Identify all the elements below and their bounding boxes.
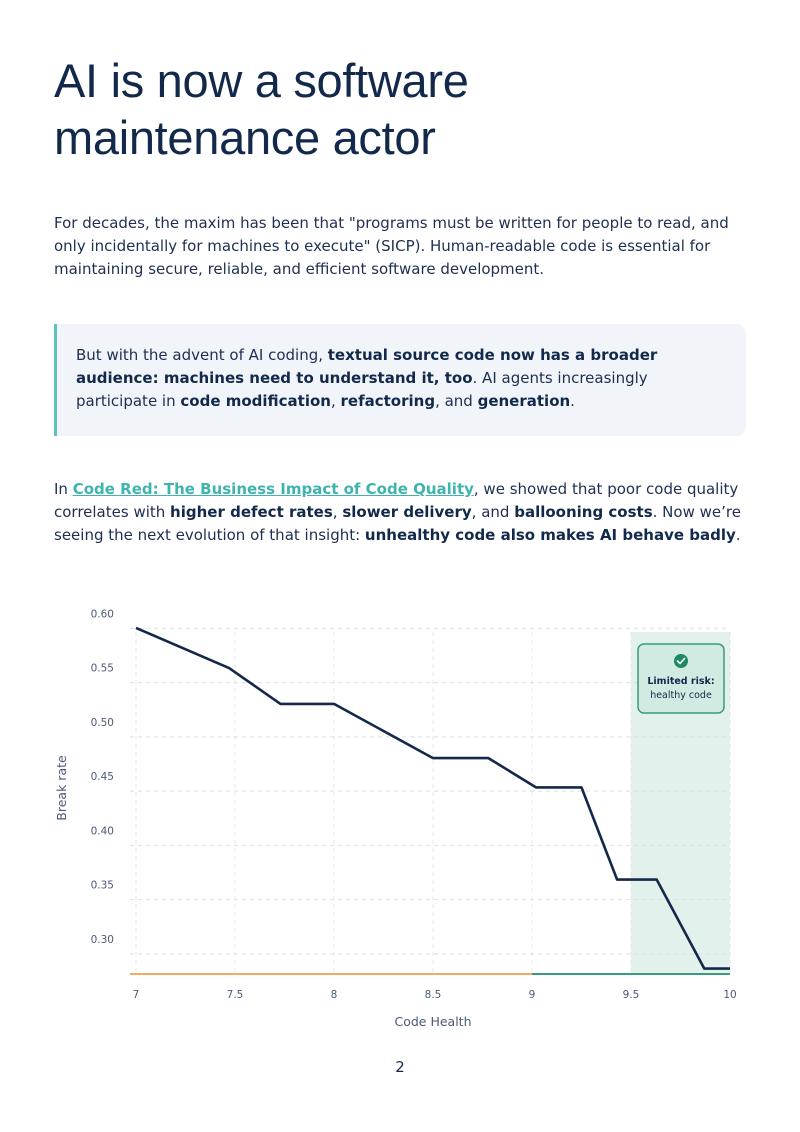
title-line-2: maintenance actor	[54, 111, 436, 164]
break-rate-chart: 0.60 0.55 0.50 0.45 0.40 0.35 0.30 7 7.5 8 8.5 9 9.5…	[54, 608, 737, 1029]
para-mid: . Now we’re seeing the next evolution of…	[54, 503, 741, 544]
para-sep: , and	[471, 503, 515, 521]
y-tick-label: 0.60	[91, 608, 114, 620]
y-tick-label: 0.35	[91, 880, 114, 892]
callout-bold-modification: code modification	[180, 392, 331, 410]
x-tick-label: 7	[133, 989, 140, 1001]
x-tick-label: 10	[723, 989, 736, 1001]
callout-sep: ,	[330, 392, 341, 410]
x-tick-label: 7.5	[227, 989, 244, 1001]
callout-box: But with the advent of AI coding, textua…	[54, 324, 746, 436]
page-number: 2	[395, 1058, 405, 1076]
annotation-text: healthy code	[650, 690, 712, 701]
y-axis-label: Break rate	[54, 755, 69, 821]
intro-paragraph: For decades, the maxim has been that "pr…	[54, 214, 729, 278]
break-rate-line	[135, 626, 730, 970]
title-line-1: AI is now a software	[54, 54, 469, 107]
annotation-title: Limited risk:	[647, 676, 714, 687]
bold-slower-delivery: slower delivery	[342, 503, 472, 521]
callout-bold-audience: textual source code now has a broader au…	[76, 346, 658, 387]
y-tick-label: 0.45	[91, 771, 114, 783]
y-tick-label: 0.50	[91, 717, 114, 729]
para-sep: ,	[332, 503, 343, 521]
callout-text: But with the advent of AI coding, textua…	[76, 344, 726, 413]
callout-lead: But with the advent of AI coding,	[76, 346, 328, 364]
x-tick-label: 8.5	[425, 989, 442, 1001]
bold-defect-rates: higher defect rates	[170, 503, 333, 521]
limited-risk-callout	[637, 643, 725, 714]
callout-bold-generation: generation	[477, 392, 571, 410]
x-tick-label: 9	[529, 989, 536, 1001]
callout-mid: . AI agents increasingly participate in	[76, 369, 648, 410]
x-tick-label: 9.5	[623, 989, 640, 1001]
x-axis-label: Code Health	[394, 1014, 471, 1029]
y-tick-label: 0.55	[91, 663, 114, 675]
callout-end: .	[570, 392, 575, 410]
para-mid: , we showed that poor code quality corre…	[54, 480, 739, 521]
para-lead: In	[54, 480, 73, 498]
y-tick-label: 0.30	[91, 934, 114, 946]
y-tick-label: 0.40	[91, 825, 114, 837]
callout-bold-refactoring: refactoring	[340, 392, 436, 410]
bold-ballooning-costs: ballooning costs	[514, 503, 653, 521]
bold-ai-behave-badly: unhealthy code also makes AI behave badl…	[364, 526, 736, 544]
page-title: AI is now a software maintenance actor	[54, 52, 754, 166]
x-tick-label: 8	[331, 989, 338, 1001]
callout-sep: , and	[435, 392, 478, 410]
check-circle-icon	[674, 654, 688, 668]
code-red-paragraph: In Code Red: The Business Impact of Code…	[54, 478, 754, 547]
para-end: .	[735, 526, 741, 544]
code-red-link[interactable]: Code Red: The Business Impact of Code Qu…	[72, 480, 474, 498]
check-mark-icon	[676, 657, 686, 665]
